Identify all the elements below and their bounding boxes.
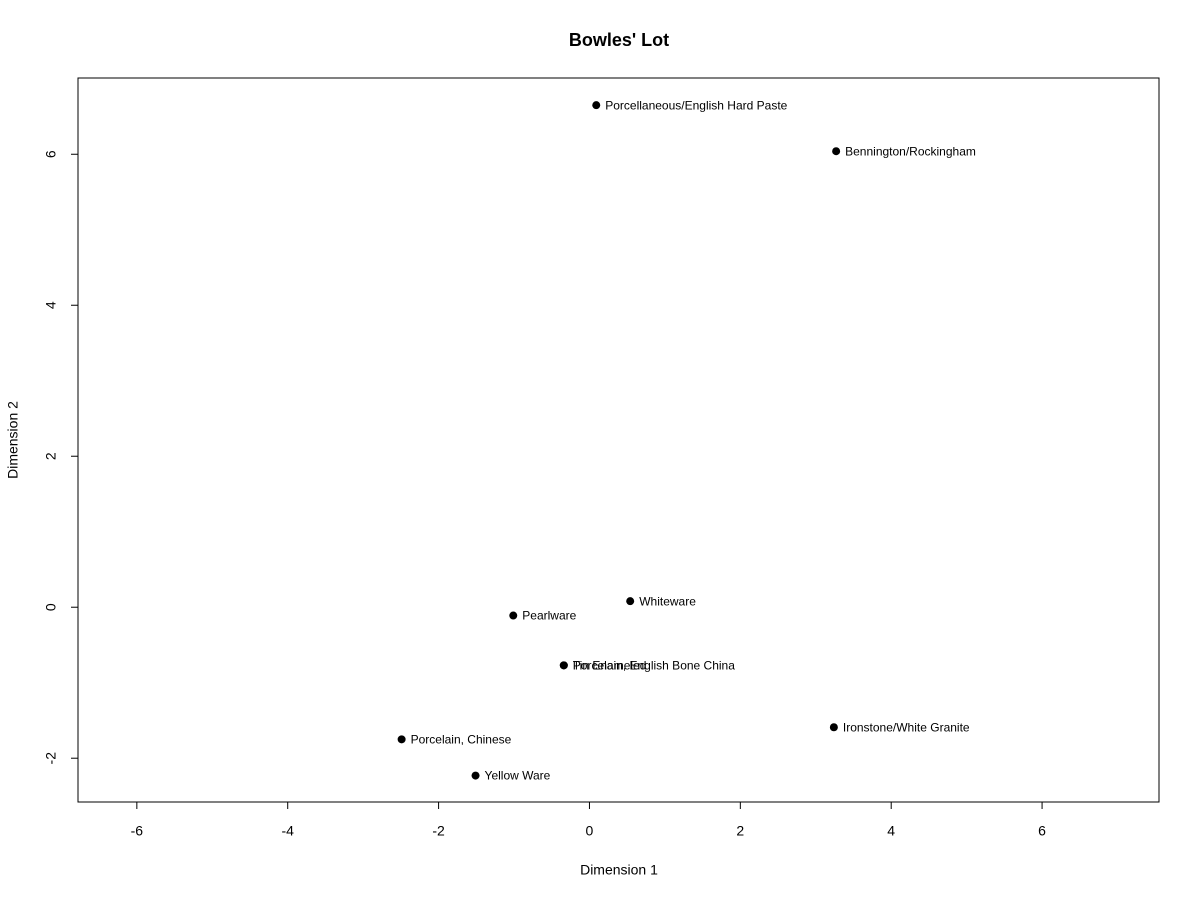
- y-tick-label: 0: [43, 603, 59, 611]
- point-label: Ironstone/White Granite: [843, 720, 970, 734]
- point-label: Bennington/Rockingham: [845, 144, 976, 158]
- x-tick-label: -6: [131, 823, 144, 839]
- point: [829, 723, 838, 732]
- y-tick-label: 4: [43, 301, 59, 309]
- point-label: Porcelain, English Bone China: [573, 659, 735, 673]
- chart-title: Bowles' Lot: [569, 30, 669, 50]
- x-tick-label: -4: [281, 823, 294, 839]
- y-axis-label: Dimension 2: [5, 401, 21, 479]
- point: [509, 611, 518, 620]
- y-tick-label: 2: [43, 452, 59, 460]
- point: [626, 597, 635, 606]
- x-tick-label: 2: [736, 823, 744, 839]
- y-tick-label: -2: [43, 752, 59, 765]
- y-tick-label: 6: [43, 150, 59, 158]
- point: [832, 147, 841, 156]
- x-tick-label: 0: [586, 823, 594, 839]
- point: [559, 661, 568, 670]
- x-axis-label: Dimension 1: [580, 862, 658, 878]
- point-label: Porcelain, Chinese: [411, 733, 512, 747]
- point-label: Porcellaneous/English Hard Paste: [605, 98, 787, 112]
- plot-frame: [77, 77, 1160, 803]
- x-tick-label: 6: [1038, 823, 1046, 839]
- x-tick-label: 4: [887, 823, 895, 839]
- point-label: Pearlware: [522, 609, 576, 623]
- point-label: Tin Enameled: [573, 659, 647, 673]
- point-label: Yellow Ware: [485, 769, 551, 783]
- point: [592, 101, 601, 110]
- x-tick-label: -2: [432, 823, 445, 839]
- point-label: Whiteware: [639, 594, 696, 608]
- point: [397, 735, 406, 744]
- point: [471, 771, 480, 780]
